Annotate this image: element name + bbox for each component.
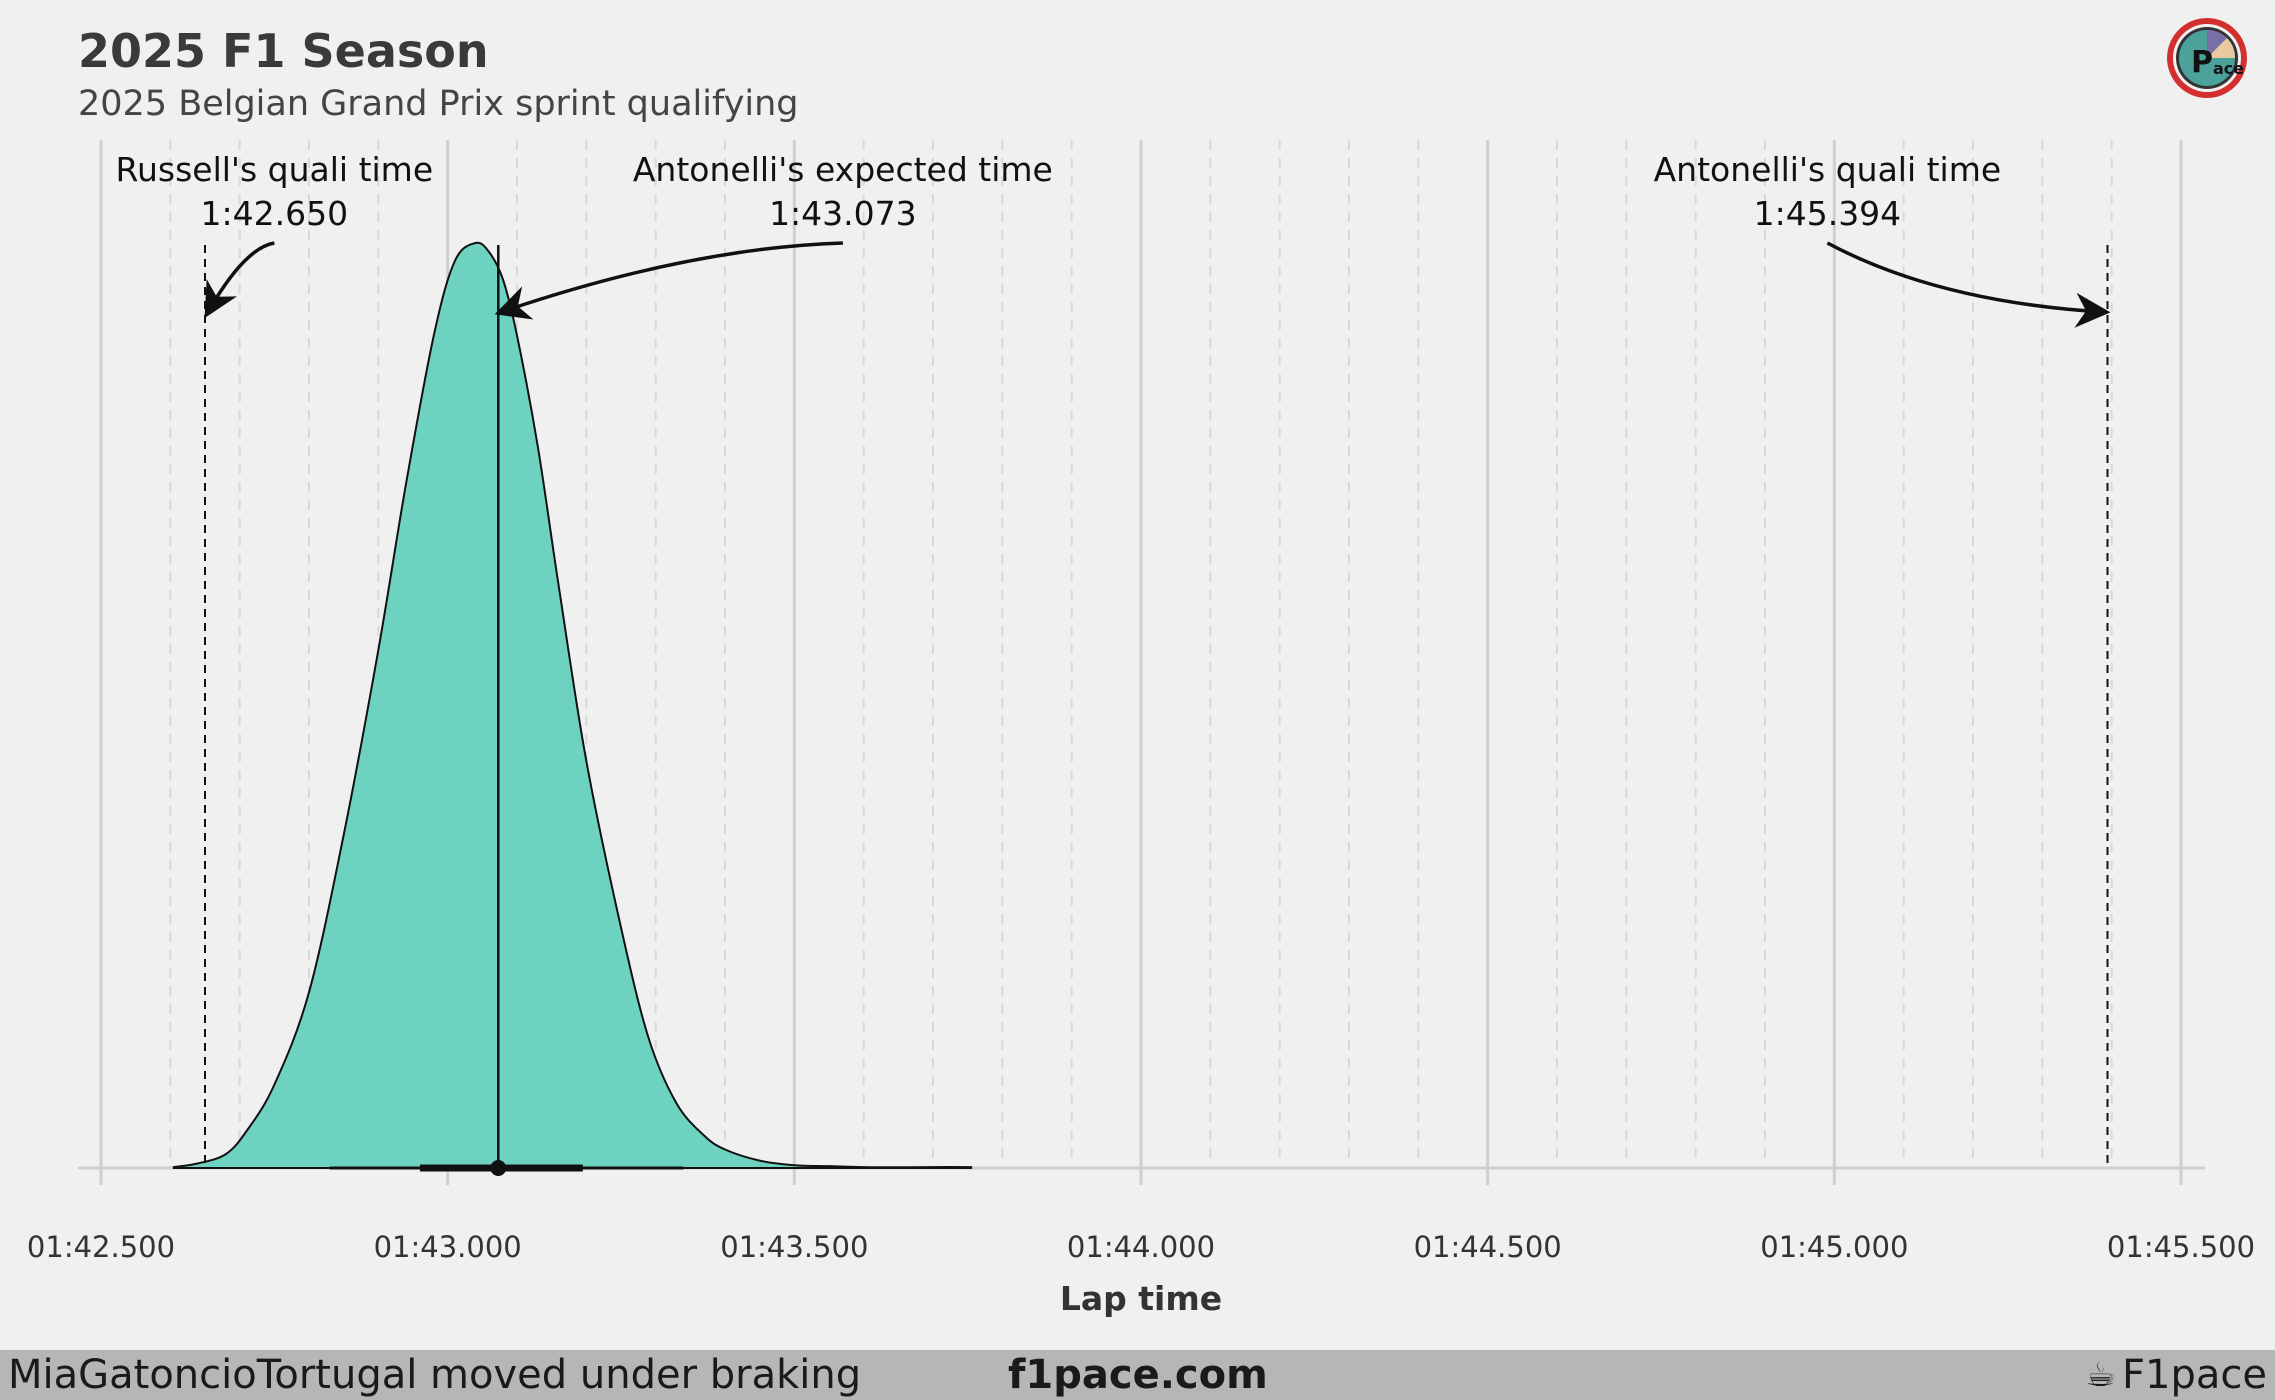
annotation-value: 1:42.650 bbox=[201, 194, 349, 233]
page-title: 2025 F1 Season bbox=[78, 24, 489, 78]
annotations: Russell's quali time 1:42.650 Antonelli's … bbox=[116, 150, 2111, 328]
x-tick-label: 01:44.500 bbox=[1414, 1230, 1562, 1264]
footer-brand: ☕ F1pace bbox=[2086, 1352, 2267, 1398]
annotation-arrow bbox=[204, 241, 275, 319]
x-tick-label: 01:44.000 bbox=[1067, 1230, 1215, 1264]
f1pace-logo-icon: ace P bbox=[2167, 18, 2247, 98]
x-tick-labels: 01:42.500 01:43.000 01:43.500 01:44.000 01:4… bbox=[27, 1230, 2255, 1264]
x-tick-label: 01:42.500 bbox=[27, 1230, 175, 1264]
density-area bbox=[172, 241, 973, 1169]
x-tick-label: 01:45.500 bbox=[2107, 1230, 2255, 1264]
svg-text:P: P bbox=[2191, 45, 2213, 80]
annotation-value: 1:45.394 bbox=[1754, 194, 1902, 233]
x-tick-label: 01:43.500 bbox=[720, 1230, 868, 1264]
markers bbox=[204, 245, 2109, 1168]
footer-handle: MiaGatoncioTortugal moved under braking bbox=[8, 1352, 862, 1398]
cup-icon: ☕ bbox=[2085, 1355, 2117, 1395]
footer: MiaGatoncioTortugal moved under braking … bbox=[0, 1350, 2275, 1400]
annotation-label: Antonelli's quali time bbox=[1654, 150, 2002, 189]
x-tick-label: 01:45.000 bbox=[1760, 1230, 1908, 1264]
x-axis-label: Lap time bbox=[1060, 1279, 1222, 1318]
density-chart: Russell's quali time 1:42.650 Antonelli's … bbox=[27, 140, 2255, 1318]
logo-text: ace bbox=[2213, 59, 2244, 78]
footer-brand-label: F1pace bbox=[2122, 1352, 2267, 1398]
boxplot bbox=[329, 1160, 684, 1176]
page-subtitle: 2025 Belgian Grand Prix sprint qualifyin… bbox=[78, 84, 799, 124]
annotation-arrow bbox=[1826, 241, 2111, 328]
footer-site-link[interactable]: f1pace.com bbox=[1008, 1352, 1268, 1398]
annotation-label: Antonelli's expected time bbox=[633, 150, 1053, 189]
annotation-arrow bbox=[494, 241, 843, 320]
annotation-value: 1:43.073 bbox=[769, 194, 917, 233]
annotation-label: Russell's quali time bbox=[116, 150, 434, 189]
x-tick-label: 01:43.000 bbox=[374, 1230, 522, 1264]
